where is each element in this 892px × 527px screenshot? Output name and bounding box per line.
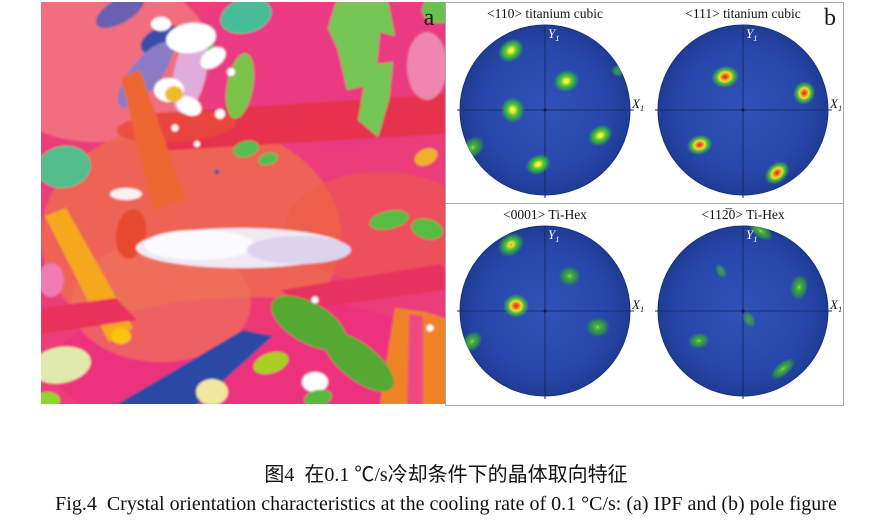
pole-density-spot — [764, 161, 790, 185]
pole-figure-cell-4: <112̅0> Ti-Hex Y1 X1 — [644, 204, 842, 404]
caption-english: Fig.4 Crystal orientation characteristic… — [55, 493, 837, 515]
pole-density-spot — [558, 266, 581, 287]
ipf-grain — [176, 96, 202, 116]
ipf-map — [41, 2, 445, 404]
ipf-grain — [41, 145, 91, 189]
panel-divider — [446, 203, 843, 204]
pole-density-spot — [585, 317, 610, 338]
ipf-grain — [121, 70, 186, 210]
pole-density-spot — [793, 81, 816, 105]
caption-chinese: 图4 在0.1 ℃/s冷却条件下的晶体取向特征 — [264, 464, 628, 486]
ipf-grain — [422, 2, 445, 23]
pole-density-spot — [553, 69, 580, 93]
pole-figure-panel: <110> titanium cubic Y1 X1 <111> titanium c… — [445, 2, 844, 406]
ipf-grain — [214, 169, 220, 175]
pole-density-spot — [715, 263, 727, 279]
ipf-grain — [227, 68, 235, 76]
ipf-grain — [151, 17, 171, 31]
x-axis-label: X1 — [631, 96, 644, 113]
x-axis-label: X1 — [829, 96, 842, 113]
pole-density-spot — [500, 97, 525, 123]
ipf-grain — [407, 32, 445, 100]
ipf-grain — [311, 296, 319, 304]
ipf-grain — [165, 86, 183, 102]
ipf-grain — [414, 148, 438, 166]
ipf-grain — [41, 263, 64, 297]
ipf-grain — [196, 379, 228, 404]
ipf-grain — [41, 392, 60, 404]
pole-figure-plot: Y1 X1 — [655, 24, 842, 198]
ipf-grain — [220, 2, 272, 34]
pole-figure-plot: Y1 X1 — [457, 225, 644, 399]
ipf-grain — [328, 2, 395, 137]
pole-figure-plot: Y1 X1 — [655, 225, 842, 399]
pole-density-spot — [687, 332, 710, 349]
pole-density-spot — [686, 134, 713, 156]
ipf-grain — [95, 2, 145, 29]
ipf-grain — [302, 372, 328, 392]
ipf-grain — [194, 141, 200, 147]
ipf-grain — [281, 264, 445, 310]
ipf-grain — [215, 109, 225, 119]
y-axis-label: Y1 — [746, 26, 757, 43]
pole-figure-title: <112̅0> Ti-Hex — [701, 207, 785, 222]
panel-b-label: b — [824, 5, 836, 31]
ipf-grain — [117, 330, 273, 404]
ipf-grain — [144, 230, 254, 260]
ipf-grain — [369, 210, 409, 230]
ipf-grain — [41, 346, 91, 384]
ipf-grain — [200, 47, 226, 69]
ipf-grain — [304, 389, 332, 404]
x-axis-label: X1 — [829, 297, 842, 314]
pole-figure-cell-2: <111> titanium cubic Y1 X1 — [644, 3, 842, 203]
pole-density-spot — [587, 124, 613, 147]
pole-figure-title: <111> titanium cubic — [685, 6, 801, 21]
ipf-grain — [258, 152, 278, 166]
pole-density-spot — [497, 232, 525, 257]
pole-density-spot — [503, 293, 530, 318]
ipf-grain — [247, 236, 351, 264]
pole-figure-plot: Y1 X1 — [457, 24, 644, 198]
pole-figure-title: <0001> Ti-Hex — [503, 207, 587, 222]
y-axis-label: Y1 — [548, 227, 559, 244]
ipf-grain — [253, 351, 289, 375]
ipf-grain — [171, 124, 179, 132]
pole-density-spot — [789, 274, 809, 301]
panel-a-label: a — [423, 5, 435, 31]
ipf-grain — [233, 140, 259, 158]
pole-figure-cell-1: <110> titanium cubic Y1 X1 — [446, 3, 644, 203]
y-axis-label: Y1 — [746, 227, 757, 244]
pole-density-spot — [497, 38, 525, 63]
ipf-grain — [426, 324, 434, 332]
x-axis-label: X1 — [631, 297, 644, 314]
ipf-grain — [110, 188, 142, 200]
y-axis-label: Y1 — [548, 26, 559, 43]
pole-density-spot — [770, 357, 796, 380]
pole-figure-cell-3: <0001> Ti-Hex Y1 X1 — [446, 204, 644, 404]
pole-density-spot — [711, 65, 740, 88]
pole-figure-title: <110> titanium cubic — [487, 6, 603, 21]
pole-density-spot — [611, 64, 626, 77]
ipf-grain — [166, 22, 216, 54]
ipf-grain — [407, 314, 423, 404]
pole-density-spot — [742, 311, 756, 328]
pole-density-spot — [525, 153, 551, 175]
ipf-grain — [111, 328, 131, 344]
ipf-grain — [411, 218, 443, 240]
ipf-grain — [41, 298, 137, 334]
ipf-grain — [324, 332, 394, 392]
